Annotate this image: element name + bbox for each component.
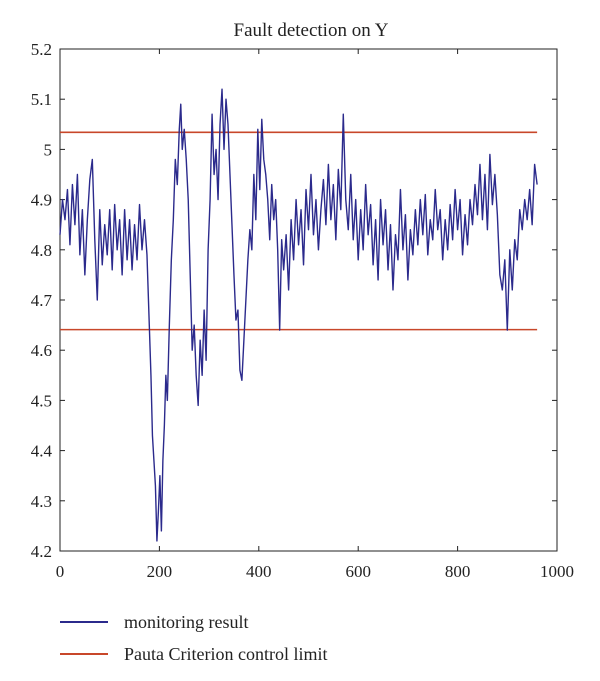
x-tick-label: 1000 (540, 562, 574, 581)
y-tick-label: 4.2 (31, 542, 52, 561)
monitoring-series (59, 88, 538, 542)
chart-title: Fault detection on Y (234, 20, 389, 41)
series-line-monitoring-result (59, 88, 538, 542)
x-tick-label: 400 (246, 562, 272, 581)
legend-label-monitoring: monitoring result (124, 612, 249, 632)
control-limit-lines (60, 131, 538, 331)
y-tick-label: 4.6 (31, 341, 52, 360)
y-tick-label: 4.4 (31, 442, 53, 461)
y-tick-label: 5.1 (31, 90, 52, 109)
y-tick-label: 4.9 (31, 191, 52, 210)
legend: monitoring result Pauta Criterion contro… (60, 612, 327, 664)
y-tick-label: 5.2 (31, 40, 52, 59)
plot-area (59, 48, 558, 552)
y-tick-label: 4.8 (31, 241, 52, 260)
x-tick-label: 600 (345, 562, 371, 581)
x-tick-label: 800 (445, 562, 471, 581)
y-tick-label: 4.3 (31, 492, 52, 511)
y-axis: 4.2 4.3 4.4 4.5 4.6 4.7 4.8 4.9 5 5.1 5.2 (31, 40, 557, 561)
x-tick-label: 0 (56, 562, 65, 581)
x-tick-label: 200 (147, 562, 173, 581)
legend-label-control-limit: Pauta Criterion control limit (124, 644, 327, 664)
y-tick-label: 5 (44, 140, 53, 159)
y-tick-label: 4.7 (31, 291, 53, 310)
y-tick-label: 4.5 (31, 391, 52, 410)
x-axis: 0 200 400 600 800 1000 (56, 49, 574, 581)
